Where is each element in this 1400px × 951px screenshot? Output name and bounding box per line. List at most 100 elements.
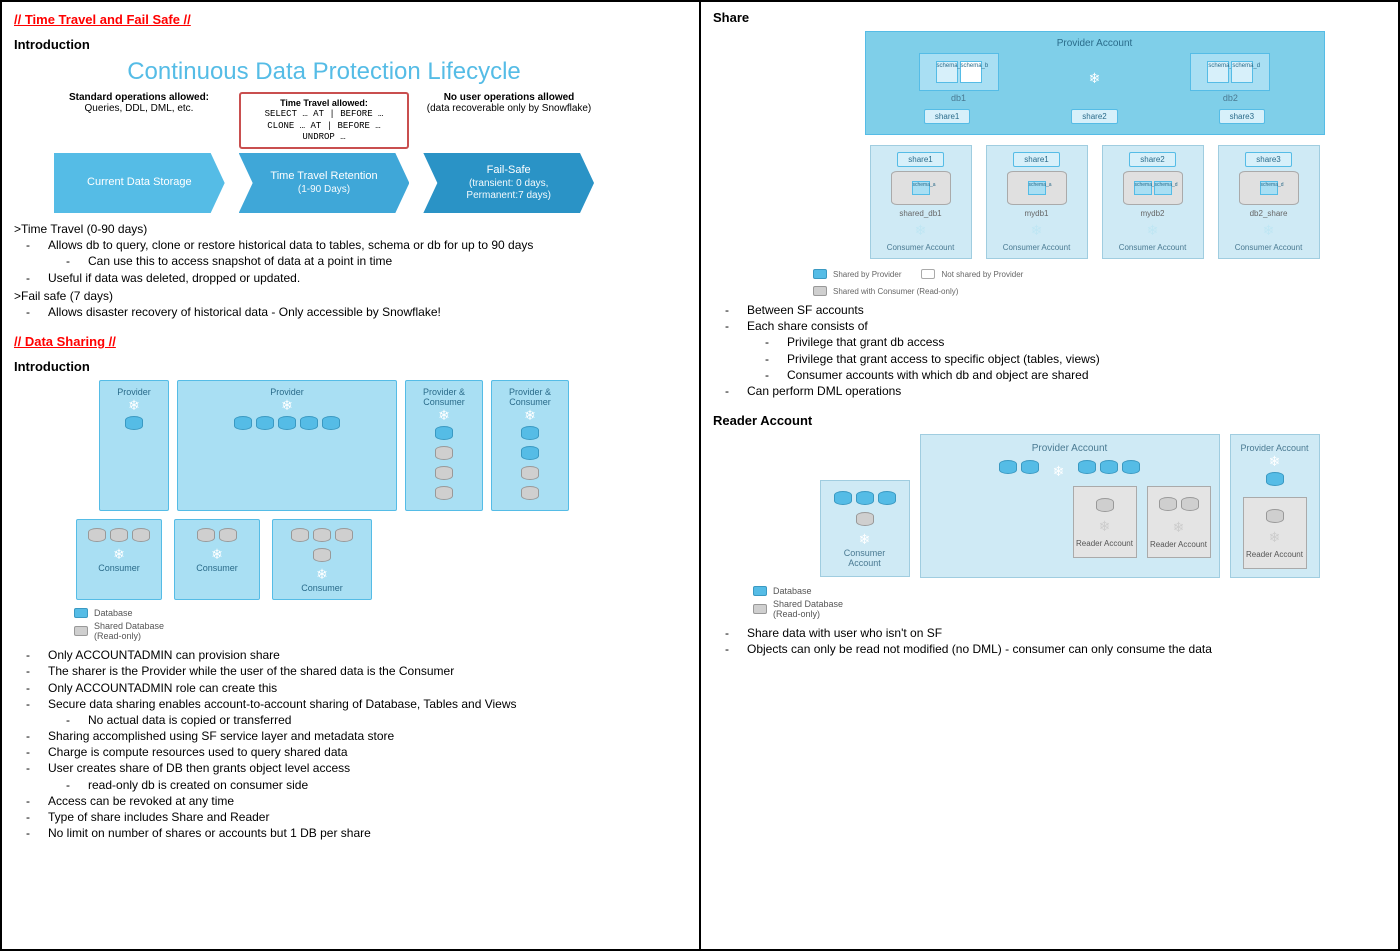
- reader-bullet: Objects can only be read not modified (n…: [747, 641, 1386, 657]
- database-icon: [521, 426, 539, 440]
- legend-swatch: [813, 286, 827, 296]
- left-column: // Time Travel and Fail Safe // Introduc…: [2, 2, 701, 949]
- fs-bullet-1: Allows disaster recovery of historical d…: [48, 304, 687, 320]
- mini-db: schema_cschema_d: [1123, 171, 1183, 205]
- shared-db-icon: [521, 466, 539, 480]
- reader-account-box: ❄ Reader Account: [1147, 486, 1211, 558]
- ds-bullet: Type of share includes Share and Reader: [48, 809, 687, 825]
- right-column: Share Provider Account schema_a schema_b…: [701, 2, 1398, 949]
- reader-notes: Share data with user who isn't on SF Obj…: [713, 625, 1386, 657]
- tt-heading: >Time Travel (0-90 days): [14, 221, 687, 237]
- legend-label-shared: Shared Database (Read-only): [773, 599, 843, 619]
- share2-tag: share2: [1071, 109, 1117, 124]
- database-icon: [256, 416, 274, 430]
- snowflake-icon: ❄: [184, 397, 390, 414]
- snowflake-icon: ❄: [1031, 222, 1043, 239]
- database-icon: [125, 416, 143, 430]
- mini-db-label: shared_db1: [899, 209, 941, 218]
- mini-db-label: mydb2: [1140, 209, 1164, 218]
- legend-label: Not shared by Provider: [941, 270, 1023, 279]
- snowflake-icon: ❄: [498, 407, 562, 424]
- snowflake-icon: ❄: [1269, 529, 1281, 546]
- lifecycle-cap2-lines: SELECT … AT | BEFORE … CLONE … AT | BEFO…: [247, 109, 401, 143]
- lifecycle-caption-standard: Standard operations allowed: Queries, DD…: [54, 92, 224, 149]
- reader-diagram: ❄ Consumer Account Provider Account ❄ ❄ …: [753, 434, 1386, 578]
- lifecycle-cap2-head: Time Travel allowed:: [247, 98, 401, 109]
- provider-account-box: Provider Account schema_a schema_b db1 ❄…: [865, 31, 1325, 135]
- tt-bullet-2: Useful if data was deleted, dropped or u…: [48, 270, 687, 286]
- shared-db-icon: [1266, 509, 1284, 523]
- ds-sub-bullet: No actual data is copied or transferred: [88, 712, 687, 728]
- shared-db-icon: [1159, 497, 1177, 511]
- data-sharing-diagram: Provider ❄ Provider ❄ Provider & Consume…: [74, 380, 594, 600]
- snowflake-icon: ❄: [181, 546, 253, 563]
- database-icon: [999, 460, 1017, 474]
- ds-sub-bullet: read-only db is created on consumer side: [88, 777, 687, 793]
- consumer-account-label: Consumer Account: [1003, 243, 1071, 252]
- intro-heading-1: Introduction: [14, 37, 687, 52]
- provider-account-label: Provider Account: [929, 443, 1211, 454]
- mini-db-label: mydb1: [1024, 209, 1048, 218]
- shared-db-icon: [435, 466, 453, 480]
- shared-db-icon: [88, 528, 106, 542]
- ds-bullet: The sharer is the Provider while the use…: [48, 663, 687, 679]
- snowflake-icon: ❄: [83, 546, 155, 563]
- snowflake-icon: ❄: [1147, 222, 1159, 239]
- database-icon: [234, 416, 252, 430]
- share-heading: Share: [713, 10, 1386, 25]
- database-icon: [322, 416, 340, 430]
- ds-bullet: Access can be revoked at any time: [48, 793, 687, 809]
- db2-box: schema_c schema_d: [1190, 53, 1270, 91]
- db1-label: db1: [919, 93, 999, 103]
- database-icon: [521, 446, 539, 460]
- database-icon: [856, 491, 874, 505]
- section-title-data-sharing: // Data Sharing //: [14, 334, 687, 349]
- consumer-account-2: share1 schema_a mydb1 ❄ Consumer Account: [986, 145, 1088, 259]
- database-icon: [1122, 460, 1140, 474]
- share-sub-bullet: Privilege that grant db access: [787, 334, 1386, 350]
- consumer-box: ❄ Consumer: [272, 519, 372, 600]
- share-sub-bullet: Privilege that grant access to specific …: [787, 351, 1386, 367]
- chevron2-sub: (1-90 Days): [298, 184, 350, 196]
- schema-c: schema_c: [1207, 61, 1229, 83]
- chevron-current-storage: Current Data Storage: [54, 153, 225, 213]
- shared-db-icon: [335, 528, 353, 542]
- legend-data-sharing: Database Shared Database (Read-only): [74, 608, 687, 641]
- schema-d: schema_d: [1231, 61, 1253, 83]
- mini-schema: schema_a: [1028, 181, 1046, 195]
- chevron1-label: Current Data Storage: [87, 176, 192, 189]
- reader-account-label: Reader Account: [1246, 550, 1303, 559]
- shared-db-icon: [313, 548, 331, 562]
- legend-label: Shared by Provider: [833, 270, 901, 279]
- mini-schema: schema_d: [1260, 181, 1278, 195]
- database-icon: [435, 426, 453, 440]
- shared-db-icon: [291, 528, 309, 542]
- mini-db: schema_a: [1007, 171, 1067, 205]
- share-legend-2: Not shared by Provider: [921, 269, 1023, 279]
- database-icon: [1266, 472, 1284, 486]
- legend-swatch: [921, 269, 935, 279]
- consumer-account-box: ❄ Consumer Account: [820, 480, 910, 577]
- consumer-account-label: Consumer Account: [829, 548, 901, 568]
- shared-db-icon: [1181, 497, 1199, 511]
- chevron-fail-safe: Fail-Safe (transient: 0 days, Permanent:…: [423, 153, 594, 213]
- chevron3-label: Fail-Safe: [487, 164, 531, 177]
- snowflake-icon: ❄: [1099, 518, 1111, 535]
- share-bullet: Can perform DML operations: [747, 383, 1386, 399]
- lifecycle-cap1-head: Standard operations allowed:: [54, 92, 224, 103]
- snowflake-icon: ❄: [106, 397, 162, 414]
- shared-db-icon: [435, 446, 453, 460]
- lifecycle-cap3-head: No user operations allowed: [424, 92, 594, 103]
- provider-label: Provider: [184, 387, 390, 397]
- reader-bullet: Share data with user who isn't on SF: [747, 625, 1386, 641]
- legend-label-db: Database: [773, 586, 812, 596]
- shared-db-icon: [435, 486, 453, 500]
- legend-swatch-shared: [74, 626, 88, 636]
- provider-account-label: Provider Account: [874, 38, 1316, 49]
- legend-label-shared: Shared Database (Read-only): [94, 621, 164, 641]
- share-sub-bullet: Consumer accounts with which db and obje…: [787, 367, 1386, 383]
- shared-db-icon: [313, 528, 331, 542]
- ds-bullet: Only ACCOUNTADMIN role can create this: [48, 680, 687, 696]
- snowflake-icon: ❄: [279, 566, 365, 583]
- mini-schema: schema_d: [1154, 181, 1172, 195]
